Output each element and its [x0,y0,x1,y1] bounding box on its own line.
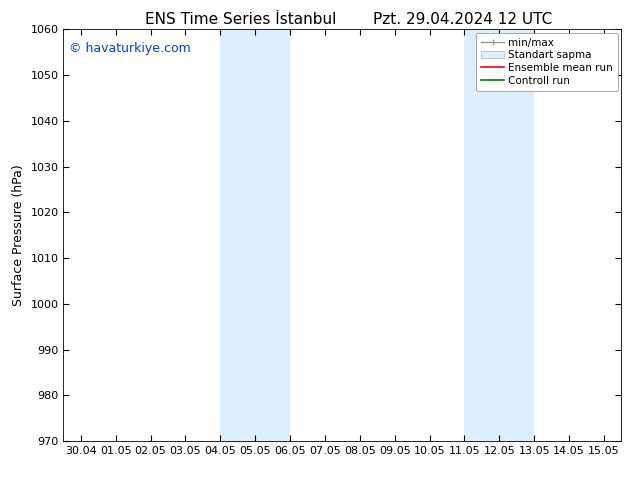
Text: ENS Time Series İstanbul: ENS Time Series İstanbul [145,12,337,27]
Bar [464,29,534,441]
Y-axis label: Surface Pressure (hPa): Surface Pressure (hPa) [12,164,25,306]
Legend: min/max, Standart sapma, Ensemble mean run, Controll run: min/max, Standart sapma, Ensemble mean r… [476,32,618,91]
Text: © havaturkiye.com: © havaturkiye.com [69,42,191,55]
Text: Pzt. 29.04.2024 12 UTC: Pzt. 29.04.2024 12 UTC [373,12,552,27]
Bar [221,29,290,441]
